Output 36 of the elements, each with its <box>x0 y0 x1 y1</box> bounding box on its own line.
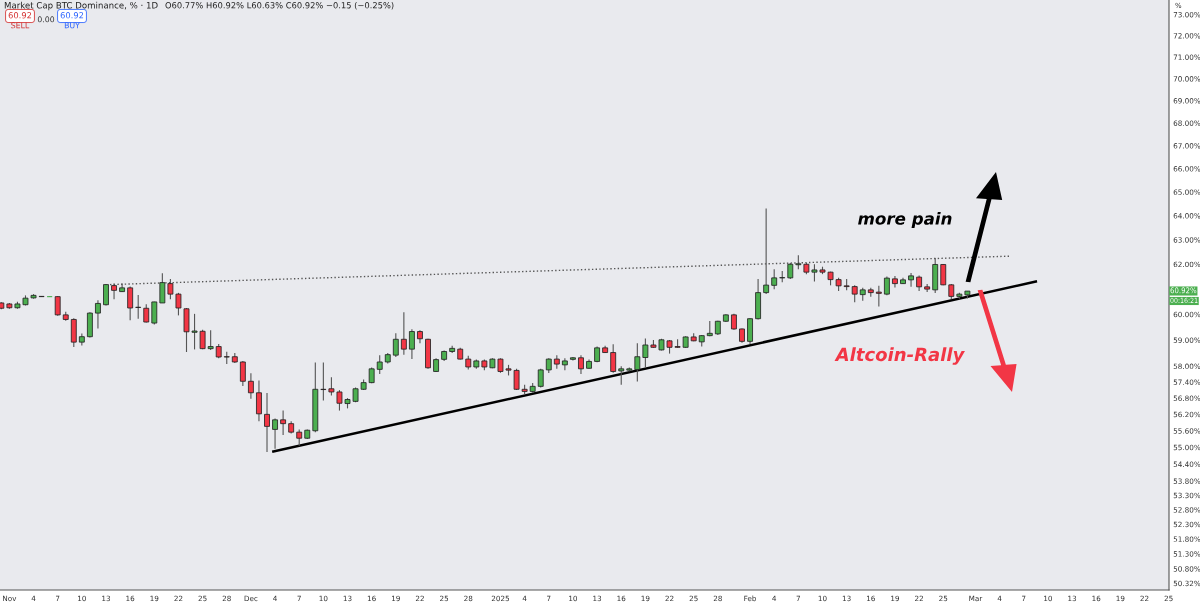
candlestick <box>892 275 898 289</box>
candlestick <box>376 354 383 375</box>
candlestick <box>264 392 270 453</box>
candlestick <box>247 372 254 400</box>
candlestick <box>95 299 101 329</box>
candlestick <box>634 342 641 383</box>
candlestick <box>561 357 568 371</box>
candlestick <box>747 317 753 345</box>
candlestick <box>111 283 117 300</box>
candlestick <box>127 286 134 321</box>
candlestick <box>578 354 584 375</box>
candlestick <box>618 365 625 386</box>
candlestick <box>207 329 214 351</box>
candlestick <box>151 301 158 326</box>
candlestick <box>135 294 142 320</box>
annotation: more pain <box>858 211 952 229</box>
annotation: 60.92 <box>8 12 32 19</box>
candlestick <box>280 410 287 436</box>
candlestick <box>409 328 415 360</box>
candlestick <box>70 317 77 348</box>
candlestick <box>610 343 617 374</box>
annotation: Altcoin-Rally <box>834 347 965 365</box>
candlestick <box>400 311 407 356</box>
candlestick <box>143 303 150 324</box>
candlestick <box>908 272 914 288</box>
candlestick <box>54 295 61 317</box>
candlestick <box>272 417 278 450</box>
candlestick <box>239 360 246 387</box>
candlestick <box>875 285 882 308</box>
candlestick <box>86 311 93 339</box>
chart-subtitle: O60.77% H60.92% L60.63% C60.92% −0.15 (−0.25%) <box>165 1 394 10</box>
candlestick <box>256 379 262 422</box>
chart-title: Market Cap BTC Dominance, % · 1D <box>4 1 158 11</box>
candlestick <box>771 268 778 290</box>
candlestick <box>392 332 399 358</box>
annotation: 60.92 <box>60 12 84 19</box>
